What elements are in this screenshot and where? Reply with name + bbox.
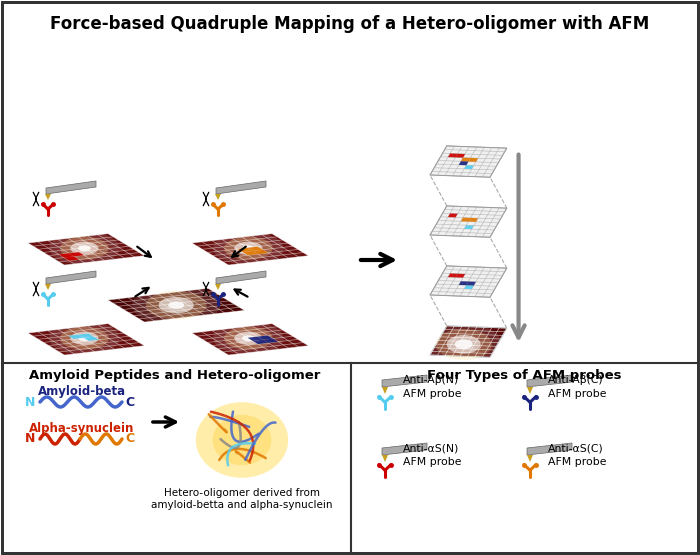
Polygon shape xyxy=(215,194,221,200)
Polygon shape xyxy=(458,162,468,165)
Polygon shape xyxy=(64,256,79,261)
Polygon shape xyxy=(382,375,427,387)
Ellipse shape xyxy=(214,322,284,355)
Ellipse shape xyxy=(196,402,288,478)
Polygon shape xyxy=(527,455,533,462)
Polygon shape xyxy=(527,375,572,387)
Polygon shape xyxy=(464,165,474,169)
Polygon shape xyxy=(464,285,474,289)
Ellipse shape xyxy=(213,415,272,465)
Polygon shape xyxy=(46,271,96,284)
Polygon shape xyxy=(237,248,253,252)
Polygon shape xyxy=(258,335,273,340)
Ellipse shape xyxy=(60,327,108,350)
Polygon shape xyxy=(430,326,507,357)
Polygon shape xyxy=(59,253,74,258)
Polygon shape xyxy=(253,340,268,344)
Ellipse shape xyxy=(168,301,184,309)
Polygon shape xyxy=(69,335,83,339)
Polygon shape xyxy=(448,274,458,278)
Ellipse shape xyxy=(70,241,99,255)
Polygon shape xyxy=(69,252,84,256)
Text: Amyloid Peptides and Hetero-oligomer: Amyloid Peptides and Hetero-oligomer xyxy=(29,369,321,382)
Text: Four Types of AFM probes: Four Types of AFM probes xyxy=(427,369,622,382)
Polygon shape xyxy=(45,194,51,200)
Text: Force-based Quadruple Mapping of a Hetero-oligomer with AFM: Force-based Quadruple Mapping of a Heter… xyxy=(50,15,650,33)
Text: N: N xyxy=(25,432,35,446)
Polygon shape xyxy=(253,250,268,254)
Text: C: C xyxy=(125,432,134,446)
Polygon shape xyxy=(28,324,144,355)
Text: C: C xyxy=(125,396,134,408)
Polygon shape xyxy=(108,288,244,322)
Text: Anti-αS(C)
AFM probe: Anti-αS(C) AFM probe xyxy=(548,443,606,467)
Polygon shape xyxy=(192,234,309,265)
Polygon shape xyxy=(216,271,266,284)
Ellipse shape xyxy=(132,285,220,326)
Polygon shape xyxy=(527,387,533,394)
Ellipse shape xyxy=(234,241,262,255)
Polygon shape xyxy=(466,281,476,285)
Ellipse shape xyxy=(224,237,273,260)
Text: Anti-Aβ(C)
AFM probe: Anti-Aβ(C) AFM probe xyxy=(548,375,606,398)
Ellipse shape xyxy=(78,245,91,251)
Ellipse shape xyxy=(224,327,273,350)
Polygon shape xyxy=(262,339,278,343)
Ellipse shape xyxy=(242,245,255,251)
Ellipse shape xyxy=(447,335,481,354)
Ellipse shape xyxy=(159,297,194,314)
Ellipse shape xyxy=(49,232,120,265)
Polygon shape xyxy=(461,158,470,162)
Polygon shape xyxy=(215,284,221,290)
Ellipse shape xyxy=(49,322,120,355)
Polygon shape xyxy=(430,266,507,297)
Polygon shape xyxy=(464,225,474,229)
Polygon shape xyxy=(382,387,388,394)
Polygon shape xyxy=(456,274,465,278)
Polygon shape xyxy=(83,336,99,341)
Polygon shape xyxy=(461,218,470,221)
Ellipse shape xyxy=(60,237,108,260)
Text: Anti-Aβ(N)
AFM probe: Anti-Aβ(N) AFM probe xyxy=(403,375,461,398)
Polygon shape xyxy=(468,158,478,162)
Text: Anti-αS(N)
AFM probe: Anti-αS(N) AFM probe xyxy=(403,443,461,467)
Ellipse shape xyxy=(78,335,91,341)
Polygon shape xyxy=(382,455,388,462)
Ellipse shape xyxy=(146,291,206,320)
Polygon shape xyxy=(248,336,262,341)
Polygon shape xyxy=(430,206,507,237)
Polygon shape xyxy=(382,443,427,455)
Polygon shape xyxy=(458,281,468,285)
Ellipse shape xyxy=(426,324,502,365)
Polygon shape xyxy=(192,324,309,355)
Polygon shape xyxy=(216,181,266,194)
Text: Amyloid-beta: Amyloid-beta xyxy=(38,385,126,398)
Ellipse shape xyxy=(455,340,472,349)
Text: Alpha-synuclein: Alpha-synuclein xyxy=(29,422,134,435)
Polygon shape xyxy=(248,246,262,251)
Ellipse shape xyxy=(70,332,99,345)
Polygon shape xyxy=(527,443,572,455)
Text: Hetero-oligomer derived from
amyloid-betta and alpha-synuclein: Hetero-oligomer derived from amyloid-bet… xyxy=(151,488,332,509)
Polygon shape xyxy=(28,234,144,265)
Ellipse shape xyxy=(435,329,491,360)
Polygon shape xyxy=(46,181,96,194)
Polygon shape xyxy=(78,334,94,338)
Polygon shape xyxy=(45,284,51,290)
Ellipse shape xyxy=(234,332,262,345)
Text: N: N xyxy=(25,396,35,408)
Polygon shape xyxy=(448,214,458,218)
Polygon shape xyxy=(468,218,478,222)
Polygon shape xyxy=(448,153,458,158)
Ellipse shape xyxy=(214,232,284,265)
Polygon shape xyxy=(243,251,258,255)
Polygon shape xyxy=(430,146,507,177)
Ellipse shape xyxy=(242,335,255,341)
Polygon shape xyxy=(456,154,465,158)
